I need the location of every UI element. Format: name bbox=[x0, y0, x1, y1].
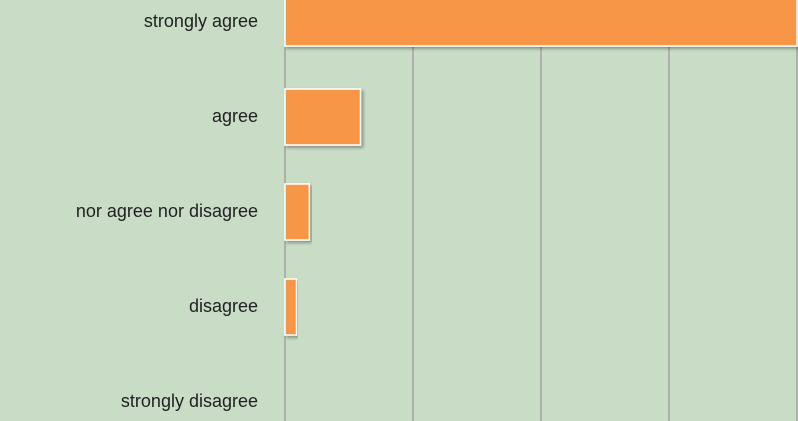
bar bbox=[284, 0, 798, 47]
bar bbox=[284, 278, 298, 336]
bar bbox=[284, 88, 362, 146]
y-tick-label: disagree bbox=[189, 296, 258, 316]
y-tick-label: strongly disagree bbox=[121, 391, 258, 411]
y-tick-label: strongly agree bbox=[144, 11, 258, 31]
y-tick-label: nor agree nor disagree bbox=[76, 201, 258, 221]
bar bbox=[284, 183, 311, 241]
y-tick-label: agree bbox=[212, 106, 258, 126]
